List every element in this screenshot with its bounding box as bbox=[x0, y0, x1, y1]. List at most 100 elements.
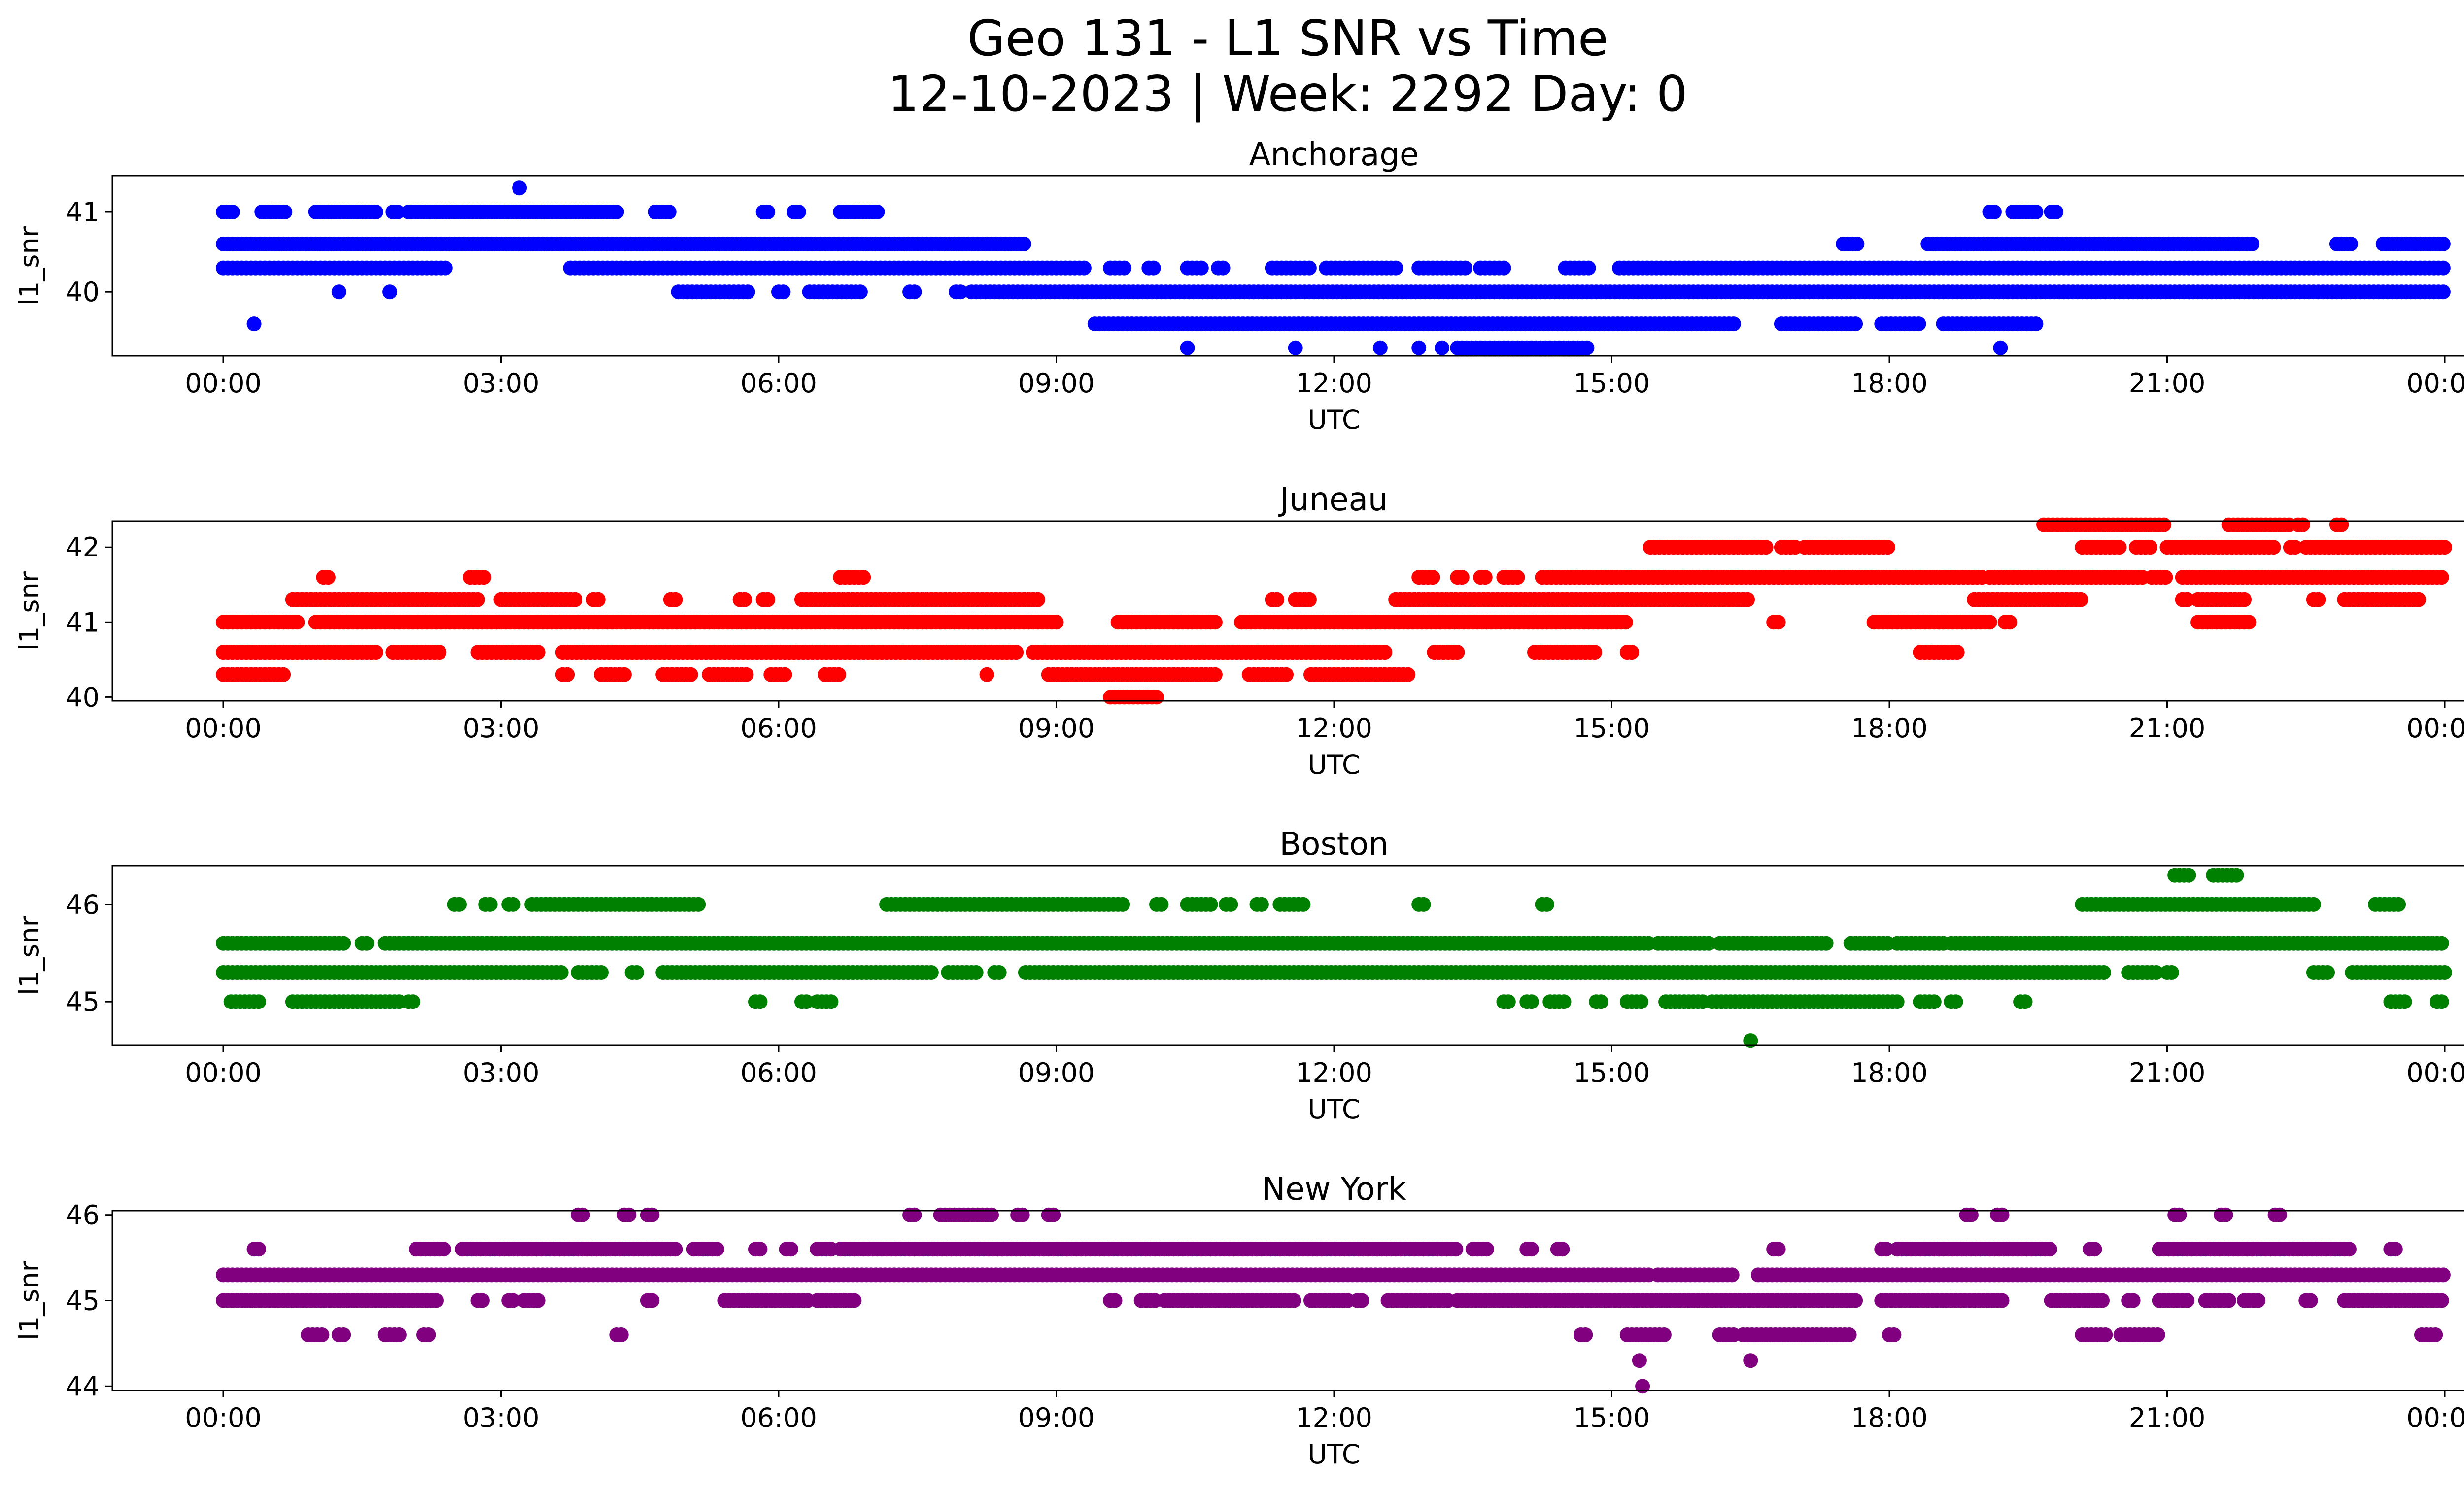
data-point bbox=[1154, 897, 1169, 912]
data-point bbox=[1587, 645, 1603, 660]
data-point bbox=[1149, 690, 1164, 705]
data-point bbox=[737, 592, 753, 607]
data-point bbox=[1146, 260, 1161, 276]
data-point bbox=[1634, 994, 1648, 1009]
data-point bbox=[470, 592, 485, 607]
data-point bbox=[277, 205, 293, 219]
data-point bbox=[2434, 994, 2449, 1009]
data-point bbox=[2237, 592, 2252, 607]
y-tick-label: 40 bbox=[66, 277, 100, 308]
data-point bbox=[1986, 205, 2002, 219]
data-point bbox=[594, 965, 609, 980]
data-point bbox=[1416, 897, 1431, 912]
x-tick-label: 21:00 bbox=[2129, 1057, 2206, 1088]
x-tick-label: 00:00 bbox=[185, 368, 262, 399]
data-point bbox=[2241, 615, 2257, 630]
y-tick-label: 41 bbox=[66, 197, 100, 228]
data-point bbox=[2397, 994, 2412, 1009]
data-point bbox=[1618, 615, 1633, 630]
data-point bbox=[739, 667, 754, 682]
data-point bbox=[2295, 517, 2310, 532]
data-point bbox=[1510, 570, 1525, 585]
data-point bbox=[2320, 965, 2335, 980]
data-point bbox=[530, 645, 546, 660]
data-point bbox=[753, 1242, 768, 1257]
data-point bbox=[784, 1242, 798, 1257]
x-tick-label: 09:00 bbox=[1018, 713, 1095, 744]
data-point bbox=[1926, 994, 1942, 1009]
data-point bbox=[1207, 615, 1223, 630]
x-tick-label: 09:00 bbox=[1018, 1057, 1095, 1088]
data-point bbox=[336, 936, 351, 951]
data-point bbox=[1254, 897, 1269, 912]
data-point bbox=[530, 1293, 546, 1308]
data-point bbox=[331, 284, 346, 300]
data-point bbox=[992, 965, 1007, 980]
data-point bbox=[382, 284, 398, 300]
y-tick-label: 41 bbox=[66, 607, 100, 638]
data-point bbox=[2434, 936, 2449, 951]
data-point bbox=[359, 936, 375, 951]
data-point bbox=[1501, 994, 1516, 1009]
data-point bbox=[1180, 340, 1195, 355]
data-point bbox=[1207, 667, 1223, 682]
data-point bbox=[1477, 570, 1493, 585]
data-point bbox=[1818, 936, 1834, 951]
data-point bbox=[1448, 1242, 1464, 1257]
data-point bbox=[2434, 570, 2449, 585]
data-point bbox=[1030, 592, 1045, 607]
data-point bbox=[1354, 1293, 1369, 1308]
data-point bbox=[661, 205, 677, 219]
data-point bbox=[1288, 340, 1303, 355]
data-point bbox=[320, 570, 336, 585]
data-point bbox=[406, 994, 421, 1009]
x-tick-label: 21:00 bbox=[2129, 713, 2206, 744]
x-tick-label: 12:00 bbox=[1296, 368, 1372, 399]
data-point bbox=[709, 1242, 724, 1257]
data-point bbox=[2435, 236, 2451, 251]
data-point bbox=[1948, 994, 1963, 1009]
data-points bbox=[216, 517, 2452, 705]
data-points bbox=[216, 180, 2451, 355]
y-tick-label: 45 bbox=[66, 986, 100, 1017]
x-tick-label: 03:00 bbox=[463, 713, 540, 744]
data-point bbox=[1411, 340, 1427, 355]
data-point bbox=[2306, 897, 2321, 912]
data-point bbox=[1458, 260, 1473, 276]
data-point bbox=[1724, 1267, 1740, 1283]
subplot-title: Boston bbox=[1279, 826, 1388, 863]
data-point bbox=[1049, 615, 1064, 630]
data-point bbox=[2018, 994, 2033, 1009]
data-point bbox=[1556, 994, 1572, 1009]
x-tick-label: 03:00 bbox=[463, 1057, 540, 1088]
data-point bbox=[368, 205, 383, 219]
data-point bbox=[2156, 517, 2172, 532]
data-point bbox=[276, 667, 291, 682]
data-point bbox=[1740, 592, 1755, 607]
data-point bbox=[1496, 260, 1511, 276]
data-point bbox=[760, 592, 776, 607]
data-point bbox=[777, 667, 792, 682]
data-point bbox=[1555, 1242, 1570, 1257]
data-point bbox=[2028, 205, 2044, 219]
data-point bbox=[1425, 570, 1440, 585]
data-point bbox=[2411, 592, 2426, 607]
data-point bbox=[1593, 994, 1608, 1009]
data-point bbox=[251, 1242, 266, 1257]
data-point bbox=[2434, 1293, 2449, 1308]
data-point bbox=[1848, 1293, 1863, 1308]
data-point bbox=[251, 994, 266, 1009]
x-axis-label: UTC bbox=[1307, 404, 1360, 435]
x-axis-label: UTC bbox=[1307, 1094, 1360, 1125]
x-tick-label: 21:00 bbox=[2129, 368, 2206, 399]
data-point bbox=[1117, 260, 1132, 276]
data-point bbox=[390, 205, 405, 219]
data-point bbox=[432, 645, 447, 660]
data-point bbox=[740, 284, 755, 300]
data-point bbox=[629, 965, 644, 980]
data-point bbox=[645, 1293, 660, 1308]
data-point bbox=[847, 1293, 862, 1308]
data-point bbox=[823, 994, 839, 1009]
data-point bbox=[436, 1242, 451, 1257]
